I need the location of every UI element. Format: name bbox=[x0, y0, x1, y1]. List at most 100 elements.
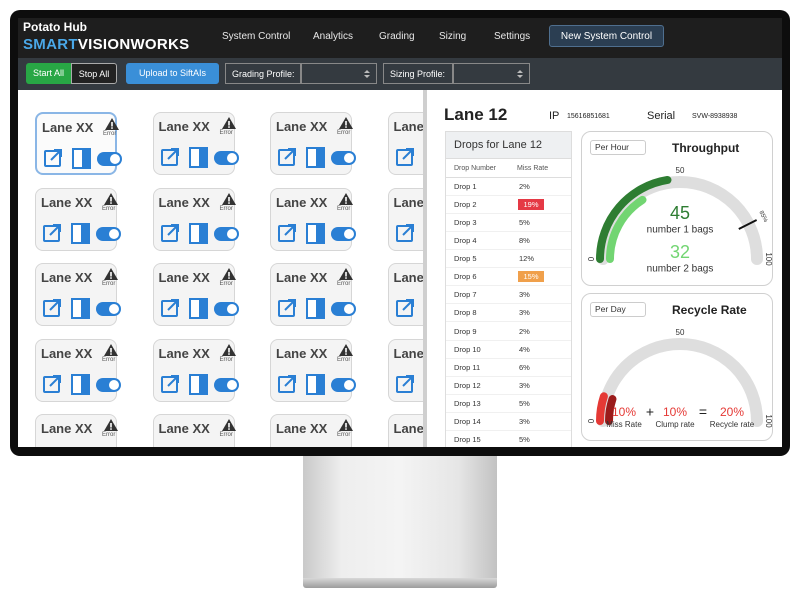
nav-item[interactable]: Grading bbox=[379, 31, 415, 42]
rate-value: 20% bbox=[720, 405, 744, 419]
miss-rate: 5% bbox=[519, 218, 530, 228]
stop-all-button[interactable]: Stop All bbox=[71, 63, 117, 84]
lane-status: Error bbox=[219, 356, 233, 363]
warning-icon bbox=[221, 192, 236, 205]
lane-card[interactable]: Lane XX Error bbox=[152, 338, 239, 402]
new-system-button[interactable]: New System Control bbox=[549, 25, 664, 47]
period-select[interactable]: Per Hour bbox=[590, 140, 646, 155]
lane-name: Lane XX bbox=[393, 270, 424, 285]
lane-status: Error bbox=[337, 432, 351, 438]
lane-controls[interactable] bbox=[160, 298, 240, 320]
warning-icon bbox=[104, 419, 118, 431]
lane-controls[interactable] bbox=[42, 298, 122, 320]
lane-controls[interactable] bbox=[395, 147, 424, 169]
drop-name: Drop 11 bbox=[454, 362, 481, 372]
miss-rate: 19% bbox=[518, 199, 544, 211]
drop-name: Drop 2 bbox=[454, 200, 477, 210]
nav-item[interactable]: System Control bbox=[222, 31, 291, 42]
lane-controls[interactable] bbox=[277, 373, 357, 396]
lane-controls[interactable] bbox=[277, 298, 357, 320]
lane-controls[interactable] bbox=[160, 222, 240, 245]
lane-controls[interactable] bbox=[42, 222, 122, 245]
row-rule bbox=[446, 357, 571, 359]
sizing-profile-select[interactable] bbox=[453, 63, 530, 84]
lane-status: Error bbox=[219, 281, 233, 287]
rate-value: 10% bbox=[612, 405, 636, 419]
period-select[interactable]: Per Day bbox=[590, 302, 646, 317]
lane-name: Lane XX bbox=[393, 194, 424, 210]
row-rule bbox=[446, 285, 571, 287]
start-all-button[interactable]: Start All bbox=[26, 63, 71, 84]
miss-rate: 2% bbox=[519, 182, 530, 191]
row-rule bbox=[446, 249, 571, 251]
miss-rate: 15% bbox=[518, 271, 544, 283]
rate-label: Miss Rate bbox=[606, 420, 642, 429]
drops-table: Drops for Lane 12 Drop Number Miss Rate … bbox=[445, 131, 572, 447]
lane-name: Lane XX bbox=[276, 119, 328, 134]
lane-controls[interactable] bbox=[43, 148, 123, 170]
warning-icon bbox=[221, 268, 236, 280]
nav-item[interactable]: Sizing bbox=[439, 31, 467, 42]
warning-icon bbox=[339, 192, 353, 205]
operator: = bbox=[699, 404, 707, 420]
gauge-tick: 50 bbox=[676, 328, 685, 337]
rate-label: Recycle rate bbox=[710, 420, 755, 429]
lane-controls[interactable] bbox=[160, 373, 240, 396]
grading-profile-select[interactable] bbox=[301, 63, 377, 84]
lane-status: Error bbox=[337, 281, 351, 287]
lane-name: Lane XX bbox=[41, 421, 93, 436]
lane-name: Lane XX bbox=[276, 194, 328, 210]
serial-label: Serial bbox=[647, 110, 676, 122]
header-rule bbox=[446, 177, 571, 178]
logo: SMARTVISIONWORKS bbox=[23, 36, 189, 53]
nav-item[interactable]: Analytics bbox=[313, 31, 354, 42]
warning-icon bbox=[221, 419, 236, 431]
lane-controls[interactable] bbox=[395, 298, 424, 320]
row-rule bbox=[446, 267, 571, 269]
lane-controls[interactable] bbox=[277, 147, 357, 169]
lane-name: Lane XX bbox=[41, 194, 93, 210]
nav-item[interactable]: Settings bbox=[494, 31, 531, 42]
lane-name: Lane XX bbox=[158, 345, 210, 361]
marker bbox=[738, 219, 758, 230]
period-label: Per Day bbox=[595, 304, 626, 314]
operator: + bbox=[646, 404, 654, 420]
lane-controls[interactable] bbox=[277, 222, 357, 245]
miss-rate: 2% bbox=[519, 326, 530, 336]
gauge-tick: 100 bbox=[764, 252, 773, 266]
gauge-arc bbox=[606, 195, 647, 263]
lane-controls[interactable] bbox=[42, 373, 122, 396]
lane-controls[interactable] bbox=[395, 374, 424, 396]
gauge: 0 50 100 85% 45 number 1 bags 32 number 2 bags bbox=[587, 166, 773, 275]
lane-name: Lane XX bbox=[41, 270, 93, 285]
lane-controls[interactable] bbox=[395, 223, 424, 245]
row-rule bbox=[446, 195, 571, 196]
lane-name: Lane XX bbox=[158, 194, 210, 210]
lane-controls[interactable] bbox=[160, 147, 240, 169]
upload-button[interactable]: Upload to SiftAIs bbox=[126, 63, 219, 84]
drop-name: Drop 12 bbox=[454, 380, 481, 390]
gauge-tick: 100 bbox=[764, 414, 773, 428]
gauge-arc bbox=[596, 175, 672, 263]
gauge-tick: 0 bbox=[587, 418, 596, 423]
row-rule bbox=[446, 375, 571, 377]
